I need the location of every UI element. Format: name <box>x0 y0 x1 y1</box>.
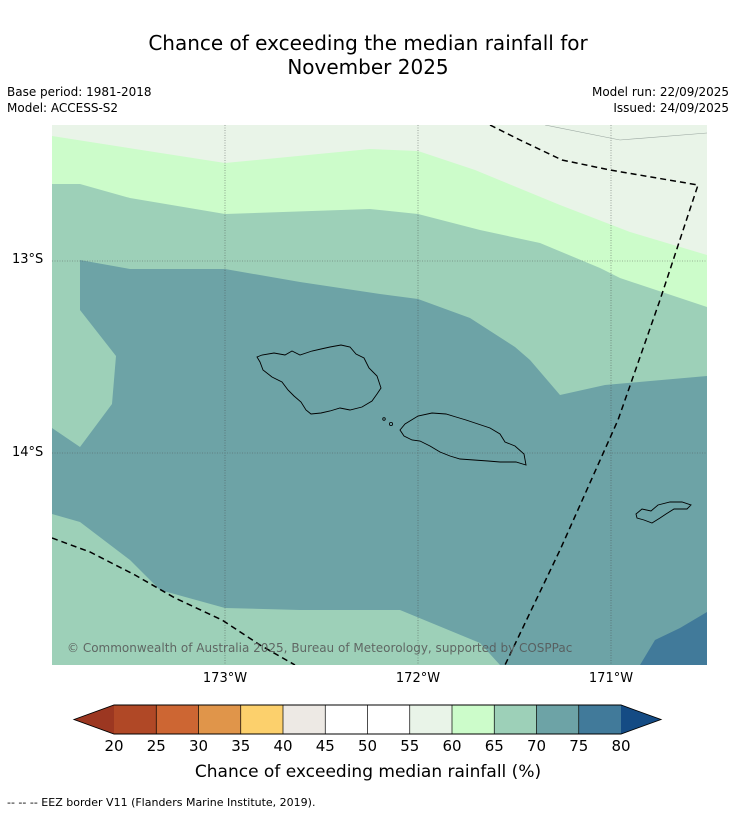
colorbar-tick-label: 20 <box>104 737 124 755</box>
colorbar-segment <box>367 705 410 734</box>
lon-label-173w: 173°W <box>202 671 248 686</box>
base-period-text: Base period: 1981-2018 <box>7 85 152 99</box>
island-savaii <box>256 344 382 415</box>
model-run-text: Model run: 22/09/2025 <box>591 85 729 99</box>
region-teal-core <box>52 260 707 665</box>
colorbar-extend-high <box>621 705 661 734</box>
copyright-notice: © Commonwealth of Australia 2025, Bureau… <box>67 641 573 655</box>
region-dark-blue-corner <box>640 612 707 665</box>
colorbar-tick-label: 55 <box>400 737 420 755</box>
metadata-left: Base period: 1981-2018 Model: ACCESS-S2 <box>7 84 152 116</box>
lon-label-172w: 172°W <box>395 671 441 686</box>
colorbar-segment <box>325 705 368 734</box>
colorbar-segment <box>494 705 537 734</box>
colorbar-tick-label: 50 <box>357 737 378 755</box>
colorbar-segment <box>283 705 326 734</box>
colorbar-segment <box>114 705 157 734</box>
colorbar-segment <box>156 705 199 734</box>
model-text: Model: ACCESS-S2 <box>7 101 119 115</box>
lon-label-171w: 171°W <box>588 671 634 686</box>
graticule <box>52 125 707 665</box>
colorbar <box>72 704 663 735</box>
eez-border <box>52 125 699 665</box>
colorbar-tick-label: 45 <box>315 737 335 755</box>
title-line-1: Chance of exceeding the median rainfall … <box>148 31 588 55</box>
colorbar-segment <box>409 705 452 734</box>
colorbar-segment <box>198 705 241 734</box>
colorbar-tick-label: 75 <box>569 737 589 755</box>
colorbar-tick-label: 60 <box>442 737 462 755</box>
metadata-right: Model run: 22/09/2025 Issued: 24/09/2025 <box>592 84 729 116</box>
issued-text: Issued: 24/09/2025 <box>613 101 729 115</box>
colorbar-segment <box>240 705 283 734</box>
colorbar-tick-label: 70 <box>526 737 547 755</box>
lat-label-13s: 13°S <box>12 252 44 267</box>
colorbar-segment <box>578 705 621 734</box>
colorbar-tick-label: 80 <box>611 737 631 755</box>
colorbar-tick-label: 40 <box>273 737 293 755</box>
chart-title: Chance of exceeding the median rainfall … <box>0 31 736 79</box>
colorbar-segment <box>536 705 579 734</box>
colorbar-extend-low <box>74 705 114 734</box>
colorbar-segment <box>452 705 495 734</box>
colorbar-tick-label: 25 <box>146 737 166 755</box>
island-tutuila <box>635 501 692 524</box>
colorbar-label: Chance of exceeding median rainfall (%) <box>194 762 542 782</box>
colorbar-tick-label: 35 <box>231 737 251 755</box>
island-upolu <box>399 412 527 466</box>
eez-footnote: -- -- -- EEZ border V11 (Flanders Marine… <box>7 796 316 809</box>
colorbar-tick-label: 65 <box>484 737 504 755</box>
map-area <box>52 125 707 665</box>
title-line-2: November 2025 <box>287 55 449 79</box>
colorbar-tick-label: 30 <box>188 737 209 755</box>
lat-label-14s: 14°S <box>12 445 44 460</box>
